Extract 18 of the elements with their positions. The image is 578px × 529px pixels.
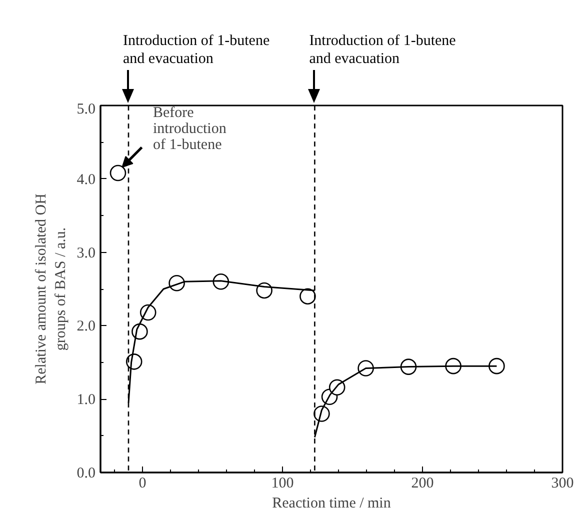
x-tick-label: 300 bbox=[551, 476, 574, 492]
ref-line-label: Introduction of 1-butene and evacuation bbox=[123, 32, 270, 68]
y-tick-label: 0.0 bbox=[76, 466, 96, 482]
y-tick-label: 5.0 bbox=[76, 102, 96, 118]
x-axis-title: Reaction time / min bbox=[272, 496, 392, 512]
point bbox=[300, 288, 316, 304]
y-tick-label: 2.0 bbox=[76, 318, 96, 335]
y-tick-label: 1.0 bbox=[76, 392, 96, 408]
y-axis-title: Relative amount of isolated OH groups of BAS / a.u. bbox=[34, 193, 69, 384]
y-tick-label: 3.0 bbox=[76, 245, 96, 262]
x-tick-label: 200 bbox=[411, 476, 434, 492]
x-tick-label: 0 bbox=[138, 476, 146, 492]
x-tick-label: 100 bbox=[271, 476, 294, 492]
point bbox=[488, 358, 505, 374]
ref-line-label: Introduction of 1-butene and evacuation bbox=[309, 32, 456, 68]
point bbox=[110, 164, 126, 182]
y-tick-label: 4.0 bbox=[76, 172, 96, 188]
annotation: Before introduction of 1-butene bbox=[153, 105, 227, 154]
